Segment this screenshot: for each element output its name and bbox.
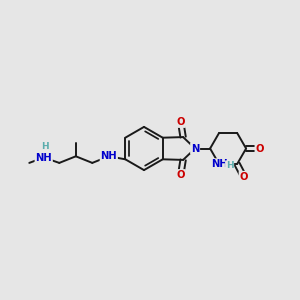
Text: O: O [176, 117, 185, 127]
Text: O: O [176, 170, 185, 180]
Text: NH: NH [100, 151, 117, 161]
Text: NH: NH [211, 159, 227, 169]
Text: H: H [41, 142, 48, 151]
Text: N: N [191, 143, 199, 154]
Text: H: H [226, 161, 233, 170]
Text: O: O [239, 172, 248, 182]
Text: O: O [255, 143, 264, 154]
Text: NH: NH [35, 152, 52, 163]
